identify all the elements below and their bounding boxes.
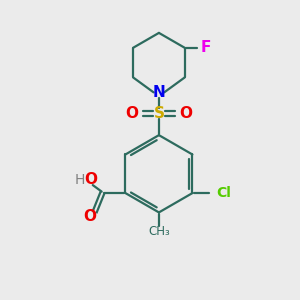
- Text: H: H: [75, 173, 86, 187]
- Text: O: O: [83, 209, 96, 224]
- Text: O: O: [126, 106, 139, 121]
- Text: S: S: [153, 106, 164, 121]
- Text: O: O: [179, 106, 192, 121]
- Text: F: F: [200, 40, 211, 55]
- Text: Cl: Cl: [216, 186, 231, 200]
- Text: N: N: [152, 85, 165, 100]
- Text: CH₃: CH₃: [148, 225, 170, 238]
- Text: O: O: [84, 172, 97, 187]
